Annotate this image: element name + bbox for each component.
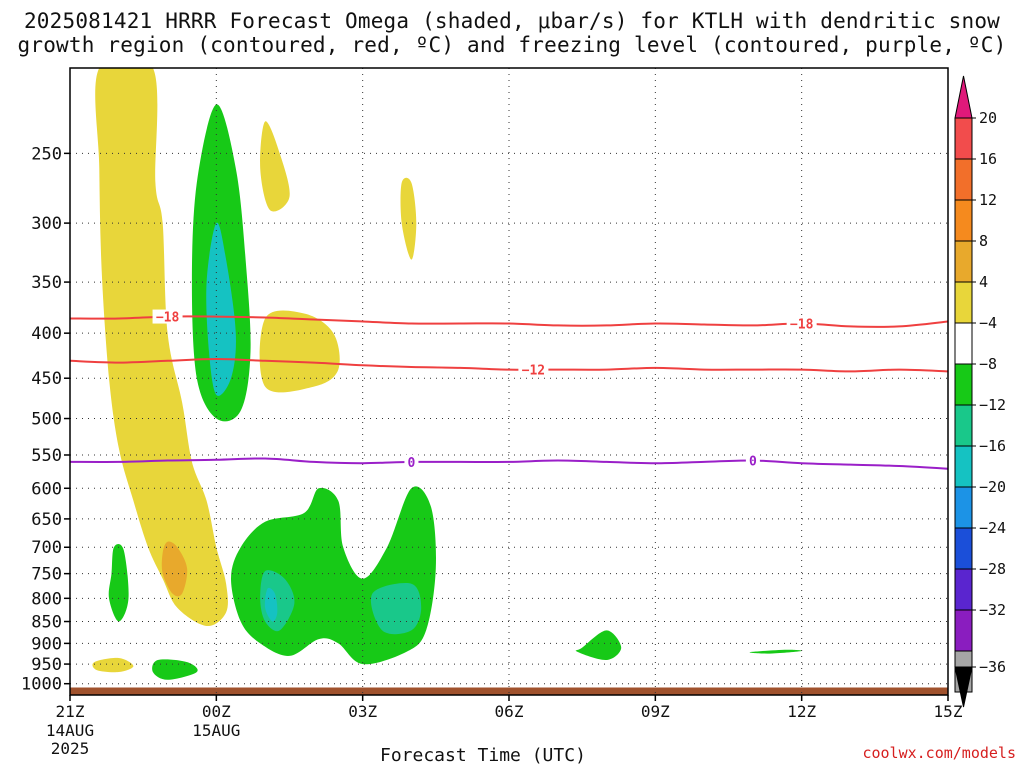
y-tick-label: 900 [31,634,62,654]
contour-label--18: −18 [790,317,814,332]
contour-label-0: 0 [749,455,757,470]
ground-surface [70,687,948,695]
shaded-region-omega-neg-12-16-upper [206,222,236,396]
contour-label-bg [786,316,817,331]
y-tick-label: 500 [31,410,62,430]
x-tick-label: 06Z [495,702,524,721]
y-tick-label: 350 [31,273,62,293]
y-tick-label: 1000 [21,675,62,695]
contour-label-bg [518,362,549,377]
colorbar-segment [954,363,973,406]
colorbar-label: −16 [979,437,1006,455]
y-tick-label: 850 [31,613,62,633]
contour-label-bg [745,453,760,468]
x-tick-label: 00Z [202,702,231,721]
colorbar-segment [954,322,973,365]
y-tick-label: 950 [31,655,62,675]
colorbar-label: 20 [979,109,997,127]
x-tick-sublabel-date: 15AUG [192,721,240,740]
shaded-region-omega-pos-4-8-main [95,68,228,627]
colorbar-label: −4 [979,314,997,332]
colorbar-label: 4 [979,273,988,291]
colorbar-segment [954,281,973,324]
colorbar-label: −24 [979,519,1006,537]
contour-label-bg [152,309,183,324]
colorbar-segment [954,486,973,529]
y-tick-label: 400 [31,324,62,344]
x-axis-title: Forecast Time (UTC) [380,745,586,766]
contour-label-0: 0 [408,456,416,471]
colorbar-segment [954,609,973,652]
contour-line-0 [70,457,948,470]
colorbar-label: −36 [979,658,1006,676]
colorbar-segment [954,240,973,283]
colorbar-segment [954,568,973,611]
shaded-region-omega-pos-4-8-upper-b [400,177,417,260]
shaded-region-omega-neg-4-8-small-c [575,630,622,661]
colorbar-label: −28 [979,560,1006,578]
colorbar-label: 8 [979,232,988,250]
x-tick-label: 15Z [934,702,963,721]
shaded-region-omega-neg-8-12-b [370,583,422,635]
y-tick-label: 800 [31,589,62,609]
y-tick-label: 600 [31,479,62,499]
colorbar-segment [954,117,973,160]
colorbar-label: −12 [979,396,1006,414]
x-tick-sublabel-year: 2025 [51,739,90,758]
y-tick-label: 650 [31,510,62,530]
contour-label-bg [404,454,419,469]
shaded-region-omega-pos-4-8-upper-a [260,121,290,212]
credit-link[interactable]: coolwx.com/models [862,744,1016,762]
colorbar-segment [954,404,973,447]
colorbar-label: 16 [979,150,997,168]
shaded-region-omega-neg-4-8-small-b [152,659,198,680]
colorbar-top-arrow [954,75,973,119]
x-tick-label: 12Z [787,702,816,721]
shaded-region-omega-neg-4-8-small-d [749,649,803,654]
shaded-region-omega-pos-8-12 [161,541,188,597]
colorbar-label: 12 [979,191,997,209]
shaded-region-omega-neg-4-8-small-a [108,543,129,622]
contour-line--12 [70,357,948,373]
y-tick-label: 300 [31,214,62,234]
x-tick-label: 21Z [56,702,85,721]
shaded-region-omega-neg-12-16-lower [264,587,278,622]
colorbar-segment [954,445,973,488]
chart-title-line-1: 2025081421 HRRR Forecast Omega (shaded, … [23,9,1001,33]
y-tick-label: 750 [31,565,62,585]
contour-label--12: −12 [522,364,545,379]
contour-label--18: −18 [156,311,180,326]
colorbar-label: −8 [979,355,997,373]
x-tick-sublabel-date: 14AUG [46,721,94,740]
shaded-region-omega-pos-4-8-low [92,657,134,673]
y-tick-label: 550 [31,446,62,466]
colorbar-label: −20 [979,478,1006,496]
y-tick-label: 250 [31,144,62,164]
shaded-region-omega-pos-4-8-mid [259,310,340,393]
colorbar-segment [954,527,973,570]
colorbar-label: −32 [979,601,1006,619]
y-tick-label: 700 [31,538,62,558]
x-tick-label: 09Z [641,702,670,721]
y-tick-label: 450 [31,369,62,389]
colorbar-segment [954,199,973,242]
x-tick-label: 03Z [348,702,377,721]
colorbar-bottom-arrow [954,666,973,708]
colorbar-segment [954,158,973,201]
shaded-region-omega-neg-4-8-lower [231,486,436,665]
chart-title-line-2: growth region (contoured, red, ºC) and f… [17,33,1007,57]
